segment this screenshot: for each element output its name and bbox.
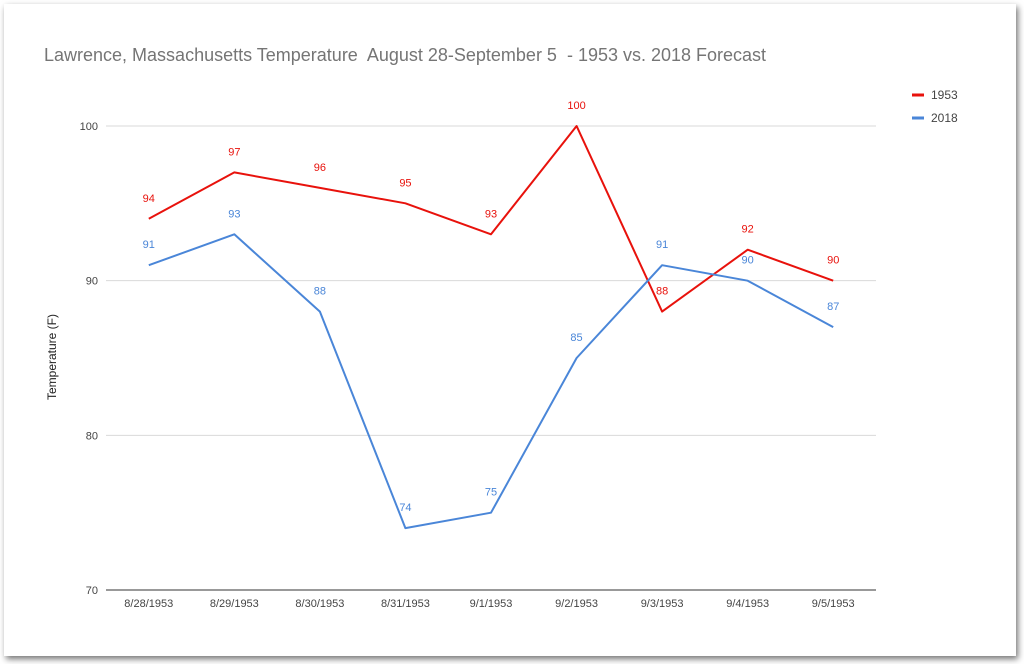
chart-frame [4, 4, 1016, 656]
x-tick-0: 8/28/1953 [124, 598, 173, 610]
series-lines [148, 125, 834, 530]
legend-label-2018: 2018 [931, 111, 958, 125]
x-tick-6: 9/3/1953 [641, 598, 684, 610]
data-label-1953-2: 96 [314, 162, 326, 174]
x-tick-4: 9/1/1953 [470, 598, 513, 610]
y-tick-90: 90 [86, 276, 98, 288]
data-label-2018-2: 88 [314, 286, 326, 298]
data-label-1953-8: 90 [827, 255, 839, 267]
data-label-2018-6: 91 [656, 239, 668, 251]
x-tick-7: 9/4/1953 [726, 598, 769, 610]
data-label-1953-5: 100 [567, 100, 585, 112]
y-tick-80: 80 [86, 430, 98, 442]
x-tick-2: 8/30/1953 [295, 598, 344, 610]
data-label-1953-7: 92 [742, 224, 754, 236]
data-label-2018-3: 74 [399, 502, 411, 514]
x-tick-8: 9/5/1953 [812, 598, 855, 610]
legend: 1953 2018 [912, 88, 958, 125]
x-tick-labels: 8/28/1953 8/29/1953 8/30/1953 8/31/1953 9/1/… [124, 598, 854, 610]
data-label-2018-5: 85 [570, 332, 582, 344]
data-label-2018-0: 91 [143, 239, 155, 251]
series-line-2018 [148, 233, 834, 530]
data-label-2018-8: 87 [827, 301, 839, 313]
legend-label-1953: 1953 [931, 88, 958, 102]
data-label-1953-4: 93 [485, 208, 497, 220]
y-tick-100: 100 [80, 121, 98, 133]
y-axis-label: Temperature (F) [45, 314, 59, 400]
data-label-2018-1: 93 [228, 208, 240, 220]
y-tick-labels: 70 80 90 100 [80, 121, 98, 597]
data-label-1953-1: 97 [228, 146, 240, 158]
data-label-1953-6: 88 [656, 286, 668, 298]
x-tick-5: 9/2/1953 [555, 598, 598, 610]
data-labels: 94 97 96 95 93 100 88 92 90 91 93 88 74 75 85 91 90 87 [143, 100, 840, 514]
chart-title: Lawrence, Massachusetts Temperature Augu… [44, 45, 767, 65]
data-label-2018-4: 75 [485, 487, 497, 499]
x-tick-1: 8/29/1953 [210, 598, 259, 610]
y-tick-70: 70 [86, 585, 98, 597]
gridlines [106, 125, 876, 591]
data-label-1953-3: 95 [399, 177, 411, 189]
data-label-2018-7: 90 [742, 255, 754, 267]
series-line-1953 [148, 125, 834, 313]
data-label-1953-0: 94 [143, 193, 155, 205]
x-tick-3: 8/31/1953 [381, 598, 430, 610]
